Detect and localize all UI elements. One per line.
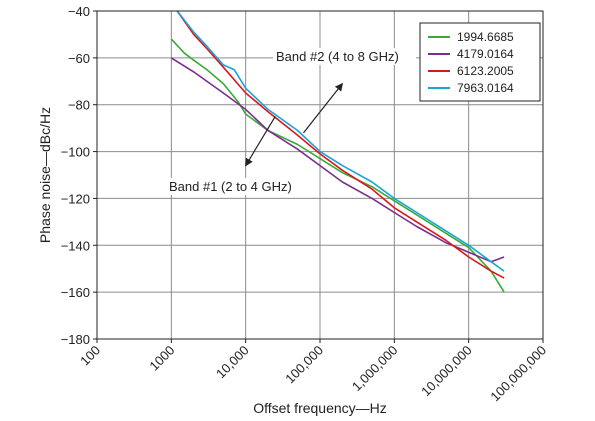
annotations: Band #2 (4 to 8 GHz) Band #1 (2 to 4 GHz) xyxy=(166,48,416,195)
x-tick-label: 10,000 xyxy=(213,343,252,382)
y-tick-label: −100 xyxy=(61,145,90,160)
band1-annotation: Band #1 (2 to 4 GHz) xyxy=(169,179,292,194)
band2-label-bg xyxy=(273,48,416,65)
series-line-4179.0164 xyxy=(170,57,505,263)
series-line-6123.2005 xyxy=(176,10,505,279)
y-axis-ticks: −180 −160 −140 −120 −100 −80 −60 −40 xyxy=(61,4,97,347)
legend-entry: 1994.6685 xyxy=(457,30,514,44)
band2-annotation: Band #2 (4 to 8 GHz) xyxy=(276,49,399,64)
x-tick-label: 1,000,000 xyxy=(349,343,401,395)
legend-entry: 6123.2005 xyxy=(457,64,514,78)
y-tick-label: −140 xyxy=(61,238,90,253)
y-tick-label: −160 xyxy=(61,285,90,300)
legend: 1994.6685 4179.0164 6123.2005 7963.0164 xyxy=(419,22,541,102)
x-tick-label: 100,000,000 xyxy=(487,343,549,405)
band2-arrow xyxy=(303,82,343,134)
y-tick-label: −40 xyxy=(68,4,90,19)
y-tick-label: −60 xyxy=(68,51,90,66)
y-tick-label: −180 xyxy=(61,332,90,347)
legend-entry: 4179.0164 xyxy=(457,47,514,61)
series-lines xyxy=(170,10,505,293)
y-tick-label: −80 xyxy=(68,98,90,113)
x-axis-ticks: 100 1000 10,000 100,000 1,000,000 10,000,000 1… xyxy=(77,339,549,404)
legend-entry: 7963.0164 xyxy=(457,81,514,95)
band1-arrow xyxy=(245,116,276,167)
y-tick-label: −120 xyxy=(61,191,90,206)
x-tick-label: 1000 xyxy=(146,343,177,374)
x-tick-label: 10,000,000 xyxy=(418,343,475,400)
x-axis-label: Offset frequency—Hz xyxy=(253,400,387,416)
band1-label-bg xyxy=(166,178,309,195)
x-tick-label: 100,000 xyxy=(282,343,326,387)
y-axis-label: Phase noise—dBc/Hz xyxy=(37,107,53,243)
series-line-7963.0164 xyxy=(176,10,505,272)
series-line-1994.6685 xyxy=(170,38,505,293)
